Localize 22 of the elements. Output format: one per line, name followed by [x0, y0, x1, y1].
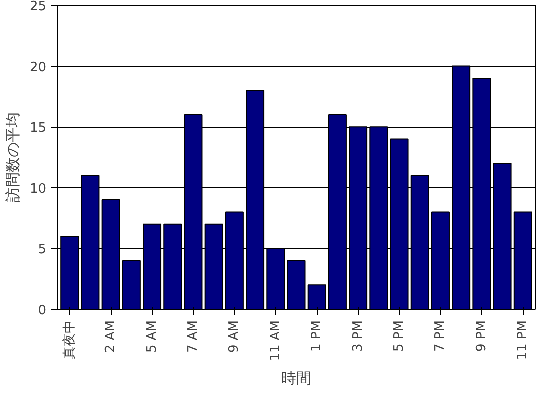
x-tick-label: 1 PM: [310, 320, 325, 352]
y-tick-label: 5: [38, 242, 47, 258]
x-tick-label: 7 AM: [186, 320, 201, 354]
x-tick-label: 11 AM: [268, 320, 284, 362]
x-tick-label: 3 PM: [350, 320, 366, 352]
x-tick-label: 7 PM: [433, 320, 448, 352]
y-tick-label: 0: [38, 304, 47, 318]
y-tick-label: 25: [30, 0, 47, 14]
y-tick-label: 10: [30, 182, 47, 197]
y-tick-label: 20: [30, 60, 47, 76]
x-tick-label: 2 AM: [104, 320, 119, 354]
x-tick-label: 9 PM: [474, 320, 490, 352]
x-tick-label: 5 PM: [392, 320, 408, 352]
x-tick-label: 9 AM: [227, 320, 242, 354]
y-tick-label: 15: [30, 121, 47, 136]
y-axis-title: 訪問数の平均: [4, 112, 22, 202]
x-axis-title: 時間: [282, 369, 312, 388]
bar: [287, 260, 306, 310]
x-tick-label: 5 AM: [144, 320, 160, 354]
x-tick-label: 11 PM: [516, 320, 531, 360]
x-tick-label: 真夜中: [61, 320, 78, 360]
bar: [122, 260, 141, 310]
